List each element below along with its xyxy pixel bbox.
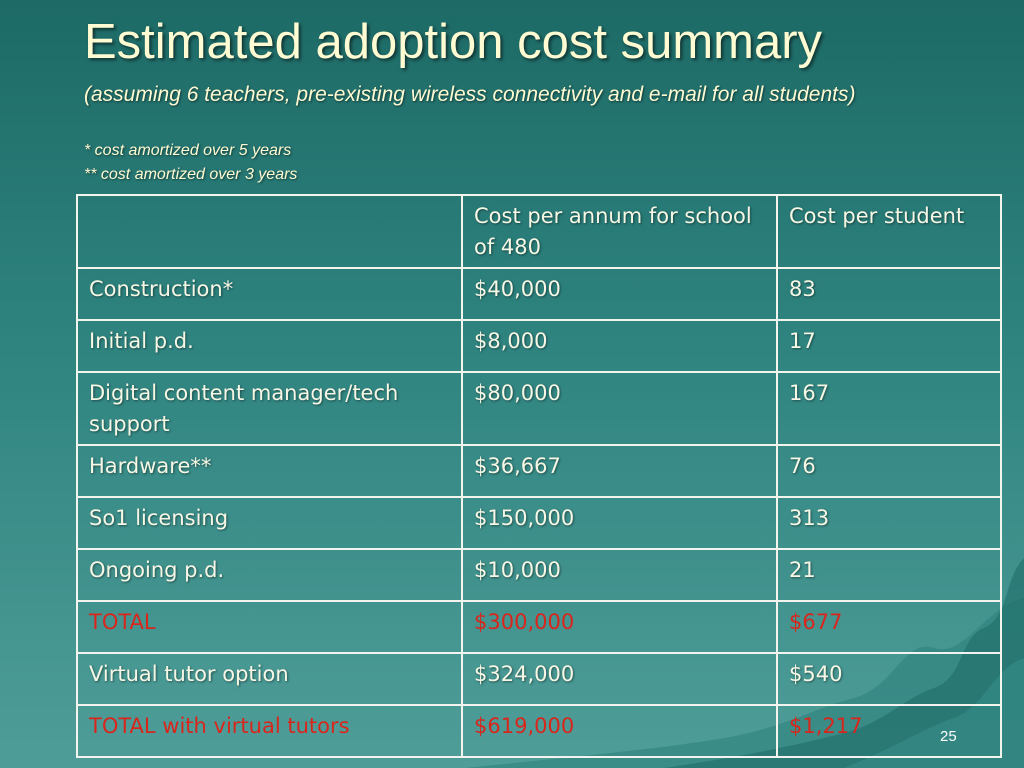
table-row: Hardware** $36,667 76: [76, 444, 1002, 498]
table-row: Initial p.d. $8,000 17: [76, 319, 1002, 373]
row-annual-cost: $80,000: [461, 371, 778, 446]
row-annual-cost: $10,000: [461, 548, 778, 602]
row-cost-per-student: $1,217: [776, 704, 1002, 758]
header-cell-annual-cost: Cost per annum for school of 480: [461, 194, 778, 269]
row-annual-cost: $8,000: [461, 319, 778, 373]
row-cost-per-student: $540: [776, 652, 1002, 706]
row-cost-per-student: 21: [776, 548, 1002, 602]
row-category: Initial p.d.: [76, 319, 463, 373]
row-category: TOTAL: [76, 600, 463, 654]
row-cost-per-student: $677: [776, 600, 1002, 654]
row-category: Hardware**: [76, 444, 463, 498]
row-category: So1 licensing: [76, 496, 463, 550]
row-cost-per-student: 17: [776, 319, 1002, 373]
row-category: TOTAL with virtual tutors: [76, 704, 463, 758]
header-cell-category: [76, 194, 463, 269]
slide-number: 25: [940, 728, 957, 745]
row-annual-cost: $150,000: [461, 496, 778, 550]
table-header-row: Cost per annum for school of 480 Cost pe…: [76, 194, 1002, 269]
row-annual-cost: $619,000: [461, 704, 778, 758]
footnote-hardware: ** cost amortized over 3 years: [84, 166, 298, 183]
row-annual-cost: $324,000: [461, 652, 778, 706]
row-cost-per-student: 76: [776, 444, 1002, 498]
table-row-total: TOTAL $300,000 $677: [76, 600, 1002, 654]
row-cost-per-student: 313: [776, 496, 1002, 550]
row-category: Ongoing p.d.: [76, 548, 463, 602]
row-category: Construction*: [76, 267, 463, 321]
slide-title: Estimated adoption cost summary: [84, 15, 823, 69]
table-row: Construction* $40,000 83: [76, 267, 1002, 321]
table-row: Ongoing p.d. $10,000 21: [76, 548, 1002, 602]
table-row: Virtual tutor option $324,000 $540: [76, 652, 1002, 706]
row-category: Virtual tutor option: [76, 652, 463, 706]
row-annual-cost: $300,000: [461, 600, 778, 654]
row-cost-per-student: 83: [776, 267, 1002, 321]
row-category: Digital content manager/tech support: [76, 371, 463, 446]
slide-subtitle: (assuming 6 teachers, pre-existing wirel…: [84, 83, 856, 106]
row-annual-cost: $36,667: [461, 444, 778, 498]
table-row-total-with-tutors: TOTAL with virtual tutors $619,000 $1,21…: [76, 704, 1002, 758]
cost-summary-table: Cost per annum for school of 480 Cost pe…: [76, 194, 1002, 758]
header-cell-cost-per-student: Cost per student: [776, 194, 1002, 269]
table-row: So1 licensing $150,000 313: [76, 496, 1002, 550]
footnote-construction: * cost amortized over 5 years: [84, 142, 292, 159]
table-row: Digital content manager/tech support $80…: [76, 371, 1002, 446]
row-cost-per-student: 167: [776, 371, 1002, 446]
row-annual-cost: $40,000: [461, 267, 778, 321]
